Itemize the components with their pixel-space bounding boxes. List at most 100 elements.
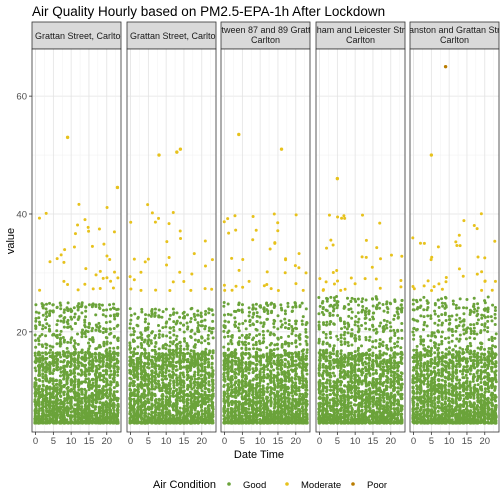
data-point-good bbox=[54, 402, 58, 406]
data-point-moderate bbox=[76, 288, 80, 292]
data-point-good bbox=[240, 394, 244, 398]
data-point-good bbox=[236, 364, 240, 368]
data-point-good bbox=[55, 342, 59, 346]
data-point-good bbox=[225, 417, 229, 421]
data-point-good bbox=[104, 415, 108, 419]
data-point-good bbox=[240, 303, 244, 307]
data-point-good bbox=[240, 310, 244, 314]
data-point-good bbox=[86, 404, 90, 408]
data-point-good bbox=[58, 398, 62, 402]
data-point-good bbox=[172, 329, 176, 333]
data-point-moderate bbox=[139, 288, 143, 292]
data-point-moderate bbox=[139, 270, 143, 274]
data-point-good bbox=[172, 386, 176, 390]
data-point-good bbox=[128, 368, 132, 372]
data-point-good bbox=[200, 324, 204, 328]
data-point-good bbox=[41, 303, 45, 307]
data-point-good bbox=[160, 397, 164, 401]
data-point-good bbox=[48, 421, 52, 425]
data-point-good bbox=[175, 383, 179, 387]
data-point-good bbox=[207, 411, 211, 415]
data-point-good bbox=[76, 413, 80, 417]
data-point-good bbox=[90, 411, 94, 415]
data-point-good bbox=[133, 389, 137, 393]
data-point-good bbox=[192, 418, 196, 422]
data-point-good bbox=[182, 395, 186, 399]
data-point-good bbox=[37, 316, 41, 320]
data-point-good bbox=[208, 349, 212, 353]
data-point-good bbox=[186, 325, 190, 329]
data-point-good bbox=[97, 385, 101, 389]
data-point-good bbox=[109, 369, 113, 373]
data-point-good bbox=[51, 401, 55, 405]
data-point-moderate bbox=[101, 276, 105, 280]
data-point-good bbox=[90, 353, 94, 357]
data-point-good bbox=[51, 333, 55, 337]
data-point-good bbox=[44, 360, 48, 364]
data-point-good bbox=[244, 343, 248, 347]
data-point-good bbox=[179, 344, 183, 348]
data-point-good bbox=[168, 313, 172, 317]
data-point-good bbox=[150, 381, 154, 385]
data-point-good bbox=[172, 311, 176, 315]
data-point-good bbox=[150, 360, 154, 364]
data-point-good bbox=[45, 384, 49, 388]
data-point-good bbox=[112, 313, 116, 317]
data-point-good bbox=[226, 302, 230, 306]
data-point-good bbox=[140, 372, 144, 376]
data-point-good bbox=[80, 335, 84, 339]
data-point-good bbox=[104, 354, 108, 358]
data-point-good bbox=[45, 387, 49, 391]
data-point-good bbox=[33, 354, 37, 358]
data-point-good bbox=[203, 318, 207, 322]
data-point-good bbox=[143, 414, 147, 418]
x-tick-label: 0 bbox=[128, 436, 133, 447]
data-point-good bbox=[206, 372, 210, 376]
data-point-good bbox=[55, 329, 59, 333]
data-point-good bbox=[223, 354, 227, 358]
data-point-good bbox=[70, 317, 74, 321]
data-point-moderate bbox=[179, 236, 183, 240]
data-point-good bbox=[206, 357, 210, 361]
data-point-good bbox=[37, 421, 41, 425]
data-point-moderate bbox=[222, 220, 226, 224]
data-point-good bbox=[175, 393, 179, 397]
data-point-good bbox=[34, 356, 38, 360]
data-point-good bbox=[77, 351, 81, 355]
data-point-moderate bbox=[178, 229, 182, 233]
data-point-good bbox=[47, 327, 51, 331]
data-point-good bbox=[112, 364, 116, 368]
data-point-good bbox=[136, 360, 140, 364]
data-point-good bbox=[115, 381, 119, 385]
data-point-good bbox=[186, 387, 190, 391]
data-point-good bbox=[196, 355, 200, 359]
data-point-good bbox=[185, 347, 189, 351]
data-point-good bbox=[38, 373, 42, 377]
data-point-good bbox=[48, 309, 52, 313]
data-point-good bbox=[164, 360, 168, 364]
data-point-good bbox=[247, 392, 251, 396]
data-point-good bbox=[178, 410, 182, 414]
data-point-good bbox=[40, 356, 44, 360]
data-point-good bbox=[33, 394, 37, 398]
data-point-good bbox=[164, 395, 168, 399]
data-point-good bbox=[142, 390, 146, 394]
data-point-good bbox=[171, 393, 175, 397]
data-point-good bbox=[237, 301, 241, 305]
data-point-moderate bbox=[171, 210, 175, 214]
data-point-good bbox=[164, 398, 168, 402]
data-point-moderate bbox=[77, 202, 81, 206]
data-point-good bbox=[86, 349, 90, 353]
data-point-good bbox=[185, 397, 189, 401]
data-point-good bbox=[70, 327, 74, 331]
data-point-good bbox=[207, 383, 211, 387]
data-point-good bbox=[174, 348, 178, 352]
data-point-good bbox=[223, 401, 227, 405]
data-point-good bbox=[179, 371, 183, 375]
data-point-good bbox=[168, 336, 172, 340]
data-point-good bbox=[34, 391, 38, 395]
data-point-good bbox=[104, 372, 108, 376]
data-point-good bbox=[240, 375, 244, 379]
data-point-good bbox=[244, 406, 248, 410]
